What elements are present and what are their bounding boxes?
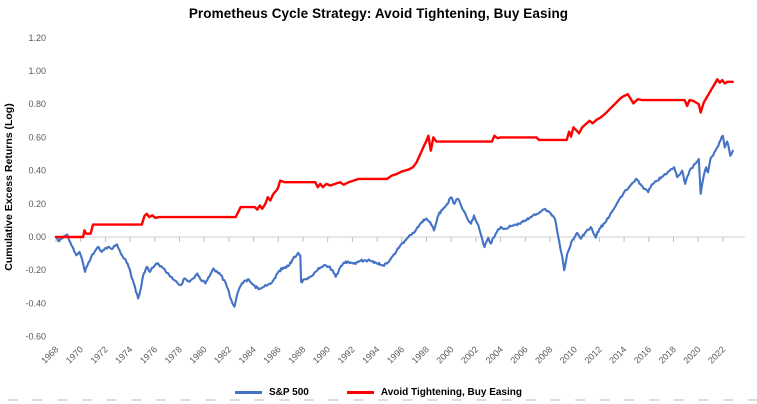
chart-title: Prometheus Cycle Strategy: Avoid Tighten… bbox=[188, 6, 569, 21]
x-tick-label: 1970 bbox=[64, 344, 85, 365]
x-tick-label: 1994 bbox=[360, 344, 381, 365]
x-tick-label: 1978 bbox=[163, 344, 184, 365]
strategy-line-swatch bbox=[346, 390, 374, 394]
y-tick-label: -0.20 bbox=[25, 265, 46, 275]
x-tick-label: 2012 bbox=[583, 344, 604, 365]
y-tick-label: 1.20 bbox=[28, 33, 46, 43]
x-tick-label: 1968 bbox=[39, 344, 60, 365]
x-axis-labels: 1968 1970 1972 1974 1976 1978 1980 1982 1984 1986… bbox=[39, 344, 727, 365]
x-tick-label: 1986 bbox=[261, 344, 282, 365]
x-tick-label: 1990 bbox=[311, 344, 332, 365]
x-axis-ticks bbox=[55, 237, 724, 242]
x-tick-label: 2016 bbox=[632, 344, 653, 365]
series-line-strategy bbox=[54, 78, 734, 239]
y-tick-label: -0.60 bbox=[25, 332, 46, 342]
x-tick-label: 2018 bbox=[657, 344, 678, 365]
y-tick-label: 0.40 bbox=[28, 166, 46, 176]
x-tick-label: 1974 bbox=[113, 344, 134, 365]
x-tick-label: 1980 bbox=[187, 344, 208, 365]
x-tick-label: 1972 bbox=[89, 344, 110, 365]
sp500-line-swatch bbox=[235, 390, 263, 394]
x-tick-label: 2008 bbox=[533, 344, 554, 365]
y-tick-label: 0.00 bbox=[28, 232, 46, 242]
x-tick-label: 1976 bbox=[138, 344, 159, 365]
x-tick-label: 2004 bbox=[484, 344, 505, 365]
x-tick-label: 1982 bbox=[212, 344, 233, 365]
y-tick-label: 0.60 bbox=[28, 132, 46, 142]
x-tick-label: 2002 bbox=[459, 344, 480, 365]
x-tick-label: 1988 bbox=[286, 344, 307, 365]
legend-item-strategy: Avoid Tightening, Buy Easing bbox=[346, 386, 522, 398]
x-tick-label: 1984 bbox=[237, 344, 258, 365]
x-tick-label: 2022 bbox=[706, 344, 727, 365]
x-tick-label: 2000 bbox=[434, 344, 455, 365]
y-tick-label: 0.80 bbox=[28, 99, 46, 109]
y-axis-labels: 1.20 1.00 0.80 0.60 0.40 0.20 0.00 -0.20 -0.40 -0… bbox=[25, 33, 46, 342]
x-tick-label: 1996 bbox=[385, 344, 406, 365]
legend-item-sp500: S&P 500 bbox=[235, 387, 309, 398]
y-tick-label: -0.40 bbox=[25, 298, 46, 308]
x-tick-label: 2006 bbox=[508, 344, 529, 365]
legend-label-sp500: S&P 500 bbox=[269, 386, 309, 398]
series-line-sp500 bbox=[54, 134, 734, 308]
legend-label-strategy: Avoid Tightening, Buy Easing bbox=[380, 386, 522, 398]
x-tick-label: 2010 bbox=[558, 344, 579, 365]
y-tick-label: 1.00 bbox=[28, 66, 46, 76]
x-tick-label: 2014 bbox=[607, 344, 628, 365]
x-tick-label: 2020 bbox=[681, 344, 702, 365]
y-tick-label: 0.20 bbox=[28, 199, 46, 209]
x-tick-label: 1998 bbox=[410, 344, 431, 365]
x-tick-label: 1992 bbox=[336, 344, 357, 365]
legend: S&P 500 Avoid Tightening, Buy Easing bbox=[0, 384, 757, 400]
